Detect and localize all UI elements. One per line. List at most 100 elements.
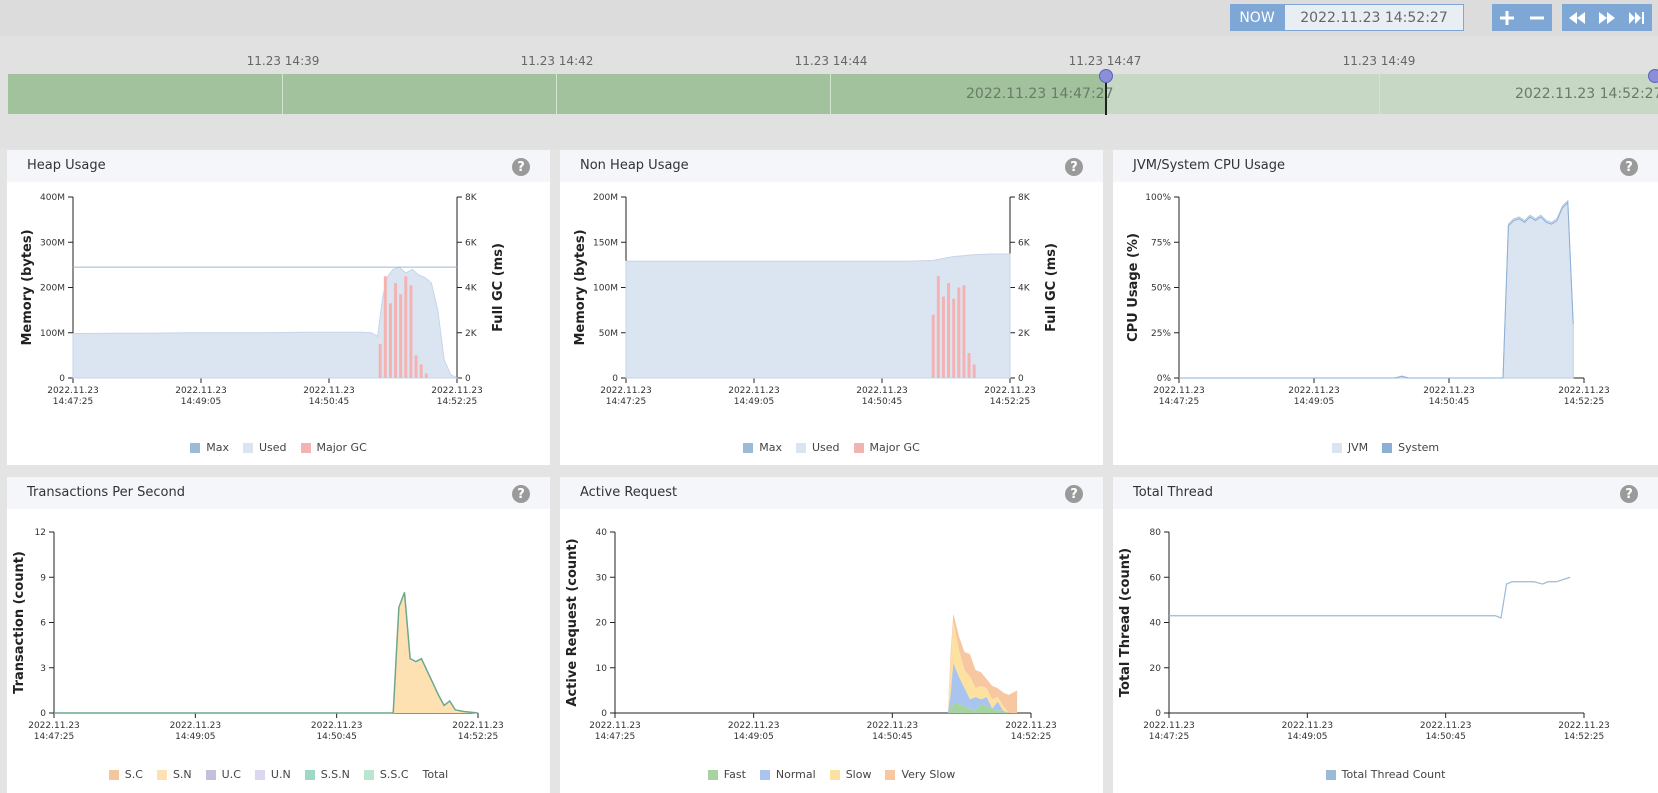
x-tick-label-date: 2022.11.23	[1143, 721, 1195, 731]
legend-label: Used	[258, 441, 287, 454]
help-icon[interactable]: ?	[1620, 158, 1638, 176]
skip-to-end-icon[interactable]	[1622, 4, 1652, 31]
timeline-handle[interactable]	[1099, 69, 1113, 83]
help-icon[interactable]: ?	[1065, 485, 1083, 503]
active-request-panel: Active Request ? 40 30 20 10 0 2022.11.23 14:4…	[560, 477, 1103, 793]
minus-icon[interactable]	[1522, 4, 1552, 31]
y-tick-label: 12	[35, 528, 46, 538]
legend-swatch	[743, 442, 754, 453]
legend-swatch	[242, 442, 253, 453]
legend-item[interactable]: S.S.C	[363, 768, 409, 781]
legend-item[interactable]: Very Slow	[885, 768, 955, 781]
rewind-icon[interactable]	[1562, 4, 1592, 31]
y-axis-title: CPU Usage (%)	[1126, 233, 1141, 342]
top-toolbar: NOW 2022.11.23 14:52:27	[0, 0, 1658, 36]
y-axis-title: Transaction (count)	[12, 551, 27, 694]
legend-item[interactable]: S.S.N	[304, 768, 350, 781]
x-tick-label-time: 14:52:25	[1564, 732, 1604, 742]
timeline-end-time: 2022.11.23 14:52:27	[1515, 86, 1658, 102]
now-button[interactable]: NOW	[1230, 4, 1284, 31]
legend-item[interactable]: JVM	[1331, 441, 1369, 454]
legend-item[interactable]: Major GC	[300, 441, 367, 454]
x-tick-label-date: 2022.11.23	[856, 386, 908, 396]
legend-label: Fast	[723, 768, 746, 781]
legend-label: Major GC	[316, 441, 367, 454]
legend-item[interactable]: Used	[242, 441, 287, 454]
legend-item[interactable]: Fast	[707, 768, 746, 781]
x-tick-label-time: 14:52:25	[1011, 732, 1051, 742]
major-gc-bar	[941, 296, 945, 378]
panel-title: JVM/System CPU Usage	[1133, 158, 1286, 173]
help-icon[interactable]: ?	[512, 485, 530, 503]
legend-item[interactable]: S.C	[108, 768, 143, 781]
legend-item[interactable]: Normal	[759, 768, 816, 781]
legend-item[interactable]: Total	[423, 768, 449, 781]
legend-label: U.N	[270, 768, 291, 781]
y-tick-label: 40	[596, 528, 608, 538]
timeline-divider	[830, 74, 831, 114]
y-tick-label: 100M	[40, 329, 65, 339]
y2-tick-label: 2K	[465, 329, 478, 339]
y-tick-label: 40	[1150, 619, 1162, 629]
panel-title: Heap Usage	[27, 158, 106, 173]
total-thread-chart: 8060402002022.11.2314:47:252022.11.2314:…	[1118, 528, 1610, 742]
legend-item[interactable]: U.N	[254, 768, 291, 781]
panel-header: Total Thread ?	[1113, 477, 1658, 509]
x-tick-label-time: 14:47:25	[606, 397, 646, 407]
major-gc-bar	[419, 364, 423, 378]
help-icon[interactable]: ?	[1065, 158, 1083, 176]
legend-item[interactable]: Max	[190, 441, 229, 454]
legend-item[interactable]: U.C	[205, 768, 241, 781]
panel-title: Transactions Per Second	[27, 485, 185, 500]
x-tick-label-date: 2022.11.23	[1288, 386, 1340, 396]
major-gc-bar	[404, 276, 408, 378]
timeline-selected-range[interactable]	[8, 74, 1106, 114]
legend-item[interactable]: Used	[795, 441, 840, 454]
panel-title: Total Thread	[1133, 485, 1213, 500]
y-tick-label: 20	[1150, 664, 1162, 674]
y-tick-label: 400M	[40, 193, 65, 203]
timeline-bar[interactable]: 2022.11.23 14:47:27 2022.11.23 14:52:27	[8, 69, 1658, 115]
legend-label: Slow	[845, 768, 872, 781]
y-tick-label: 6	[40, 619, 46, 629]
current-time-field[interactable]: 2022.11.23 14:52:27	[1284, 4, 1464, 31]
cpu-usage-chart: 100%75%50%25%0%2022.11.2314:47:252022.11…	[1126, 193, 1610, 407]
legend-swatch	[1382, 442, 1393, 453]
panel-title: Non Heap Usage	[580, 158, 689, 173]
legend-item[interactable]: Max	[743, 441, 782, 454]
major-gc-bar	[962, 285, 966, 378]
y-tick-label: 0	[40, 709, 46, 719]
x-tick-label-time: 14:49:05	[181, 397, 221, 407]
non-heap-usage-chart: 200M150M100M50M08K6K4K2K02022.11.2314:47…	[573, 193, 1059, 407]
y2-tick-label: 2K	[1018, 329, 1031, 339]
x-tick-label-time: 14:47:25	[1149, 732, 1189, 742]
major-gc-bar	[936, 276, 940, 378]
help-icon[interactable]: ?	[512, 158, 530, 176]
major-gc-bar	[414, 355, 418, 378]
x-tick-label-time: 14:49:05	[734, 397, 774, 407]
legend-item[interactable]: S.N	[156, 768, 192, 781]
x-tick-label-time: 14:49:05	[733, 732, 773, 742]
help-icon[interactable]: ?	[1620, 485, 1638, 503]
timeline-end-handle[interactable]	[1648, 69, 1658, 83]
thread-line	[1169, 576, 1571, 619]
heap-usage-chart: 400M300M200M100M08K6K4K2K02022.11.2314:4…	[20, 193, 506, 407]
y-axis-title: Memory (bytes)	[573, 229, 588, 345]
plus-icon[interactable]	[1492, 4, 1522, 31]
legend-item[interactable]: Major GC	[853, 441, 920, 454]
x-tick-label-date: 2022.11.23	[311, 721, 363, 731]
y-tick-label: 50%	[1151, 284, 1171, 294]
panel-header: Heap Usage ?	[7, 150, 550, 182]
y2-tick-label: 0	[465, 374, 471, 384]
fast-forward-icon[interactable]	[1592, 4, 1622, 31]
x-tick-label-time: 14:49:05	[175, 732, 215, 742]
legend-label: JVM	[1347, 441, 1369, 454]
legend-item[interactable]: Slow	[829, 768, 872, 781]
legend-swatch	[707, 769, 718, 780]
y-tick-label: 100%	[1145, 193, 1171, 203]
x-tick-label-date: 2022.11.23	[170, 721, 222, 731]
y-axis-title: Active Request (count)	[565, 538, 580, 706]
timeline-tick: 11.23 14:49	[1342, 54, 1416, 68]
legend-item[interactable]: Total Thread Count	[1325, 768, 1445, 781]
legend-item[interactable]: System	[1382, 441, 1439, 454]
